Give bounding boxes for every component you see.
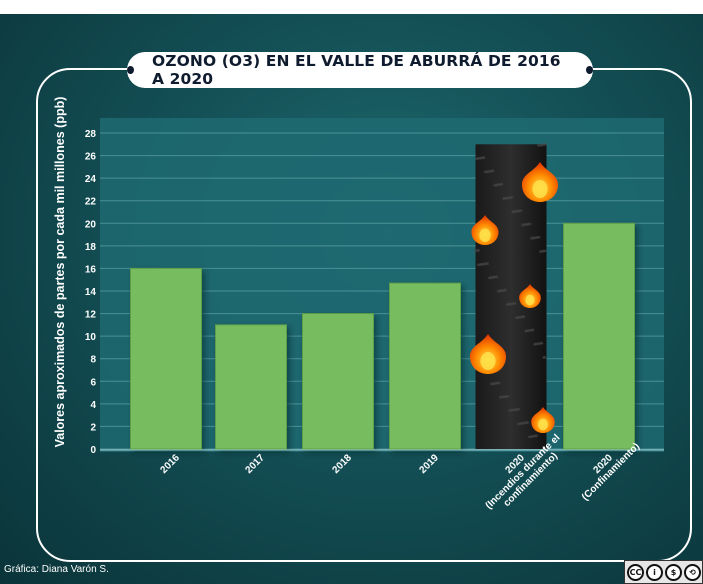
y-tick-label: 6 bbox=[90, 377, 96, 388]
y-tick-label: 10 bbox=[85, 332, 97, 343]
y-tick-label: 26 bbox=[85, 152, 97, 163]
y-tick-label: 14 bbox=[85, 287, 97, 298]
smoke-speck bbox=[527, 436, 530, 438]
y-tick-label: 4 bbox=[90, 400, 96, 411]
bar bbox=[302, 313, 374, 450]
smoke-speck bbox=[514, 317, 517, 319]
x-tick-label: 2016 bbox=[158, 452, 182, 476]
smoke-speck bbox=[507, 408, 512, 413]
smoke-speck bbox=[474, 143, 477, 146]
smoke-speck bbox=[538, 249, 543, 254]
smoke-speck bbox=[476, 263, 481, 267]
smoke-speck bbox=[496, 290, 499, 293]
y-tick-label: 18 bbox=[85, 242, 97, 253]
smoke-speck bbox=[511, 210, 514, 214]
title-bullet-left bbox=[127, 66, 134, 74]
smoke-speck bbox=[483, 171, 486, 173]
y-tick-label: 16 bbox=[85, 264, 97, 275]
smoke-speck bbox=[536, 144, 539, 147]
y-tick-label: 0 bbox=[90, 445, 96, 456]
title-banner: OZONO (O3) EN EL VALLE DE ABURRÁ DE 2016… bbox=[127, 52, 593, 88]
smoke-speck bbox=[473, 249, 478, 253]
smoke-speck bbox=[489, 382, 494, 386]
smoke-speck bbox=[516, 422, 521, 426]
x-tick-label: 2017 bbox=[243, 452, 267, 476]
attribution-icon: i bbox=[646, 563, 663, 581]
smoke-speck bbox=[487, 277, 490, 279]
y-tick-label: 2 bbox=[90, 422, 96, 433]
smoke-speck bbox=[542, 356, 545, 359]
top-strip bbox=[0, 0, 703, 14]
smoke-speck bbox=[524, 329, 527, 333]
flame-core bbox=[525, 294, 535, 306]
y-tick-label: 28 bbox=[85, 129, 97, 140]
bar bbox=[215, 324, 287, 450]
flame-core bbox=[479, 228, 491, 242]
smoke-speck bbox=[505, 303, 508, 306]
sharealike-icon: ⟲ bbox=[684, 563, 701, 581]
creative-commons-icon: CC bbox=[627, 563, 644, 581]
smoke-speck bbox=[529, 236, 534, 240]
chart-title: OZONO (O3) EN EL VALLE DE ABURRÁ DE 2016… bbox=[152, 52, 561, 88]
smoke-speck bbox=[493, 184, 496, 187]
x-tick-label: 2018 bbox=[330, 452, 354, 476]
bar bbox=[130, 267, 202, 450]
smoke-speck bbox=[502, 197, 505, 200]
smoke-speck bbox=[520, 223, 525, 227]
smoke-speck bbox=[533, 343, 536, 346]
license-badge[interactable]: CC i $ ⟲ bbox=[624, 560, 703, 584]
bar bbox=[389, 282, 461, 450]
x-tick-label: 2019 bbox=[417, 452, 441, 476]
flame-core bbox=[538, 418, 548, 431]
y-tick-label: 22 bbox=[85, 197, 97, 208]
smoke-speck bbox=[498, 395, 503, 399]
y-tick-label: 20 bbox=[85, 219, 97, 230]
y-tick-label: 24 bbox=[85, 174, 97, 185]
credit-text: Gráfica: Diana Varón S. bbox=[4, 564, 109, 575]
title-bullet-right bbox=[586, 66, 593, 74]
noncommercial-icon: $ bbox=[665, 563, 682, 581]
flame-core bbox=[480, 352, 496, 370]
bar bbox=[563, 222, 635, 450]
smoke-speck bbox=[474, 158, 477, 160]
flame-core bbox=[532, 180, 548, 198]
y-tick-label: 12 bbox=[85, 310, 97, 321]
y-tick-label: 8 bbox=[90, 355, 96, 366]
